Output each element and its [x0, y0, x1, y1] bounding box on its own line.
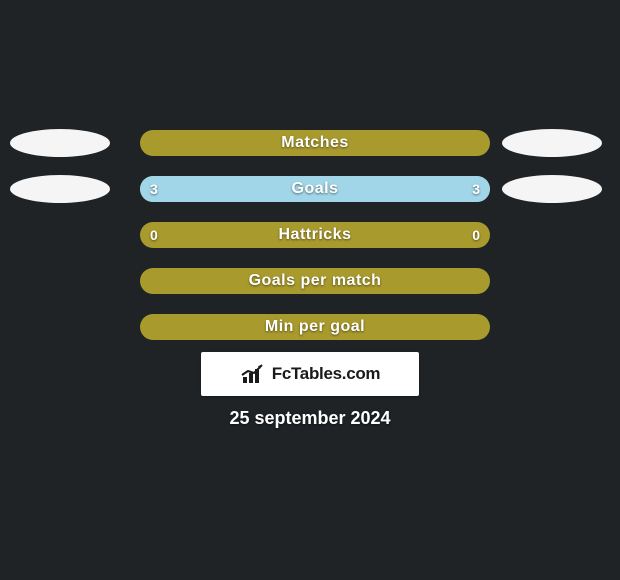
stat-bar: 0 0Hattricks — [140, 222, 490, 248]
stat-label: Min per goal — [140, 314, 490, 340]
stat-label: Goals per match — [140, 268, 490, 294]
stat-bar: Min per goal — [140, 314, 490, 340]
side-oval-right — [502, 129, 602, 157]
stat-label: Hattricks — [140, 222, 490, 248]
stat-row: Matches — [0, 120, 620, 166]
stat-bar: Goals per match — [140, 268, 490, 294]
stat-bar: 33Goals — [140, 176, 490, 202]
stat-bar: Matches — [140, 130, 490, 156]
bar-chart-icon — [240, 363, 266, 385]
stat-rows: Matches 33Goals 0 0Hattricks Goals per match… — [0, 120, 620, 350]
stat-row: Min per goal — [0, 304, 620, 350]
stat-value-left: 0 — [140, 222, 168, 248]
side-oval-right — [502, 175, 602, 203]
stat-bar-fill-right — [315, 176, 490, 202]
h2h-infographic: Fesenmeyer vs Bornemann Club competition… — [0, 0, 620, 580]
stat-row: 0 0Hattricks — [0, 212, 620, 258]
side-oval-left — [10, 129, 110, 157]
stat-value-right: 0 — [462, 222, 490, 248]
stat-row: 33Goals — [0, 166, 620, 212]
side-oval-left — [10, 175, 110, 203]
stat-bar-fill-left — [140, 176, 315, 202]
stat-row: Goals per match — [0, 258, 620, 304]
source-badge: FcTables.com — [201, 352, 419, 396]
date-text: 25 september 2024 — [0, 408, 620, 429]
source-badge-text: FcTables.com — [272, 364, 381, 384]
stat-label: Matches — [140, 130, 490, 156]
